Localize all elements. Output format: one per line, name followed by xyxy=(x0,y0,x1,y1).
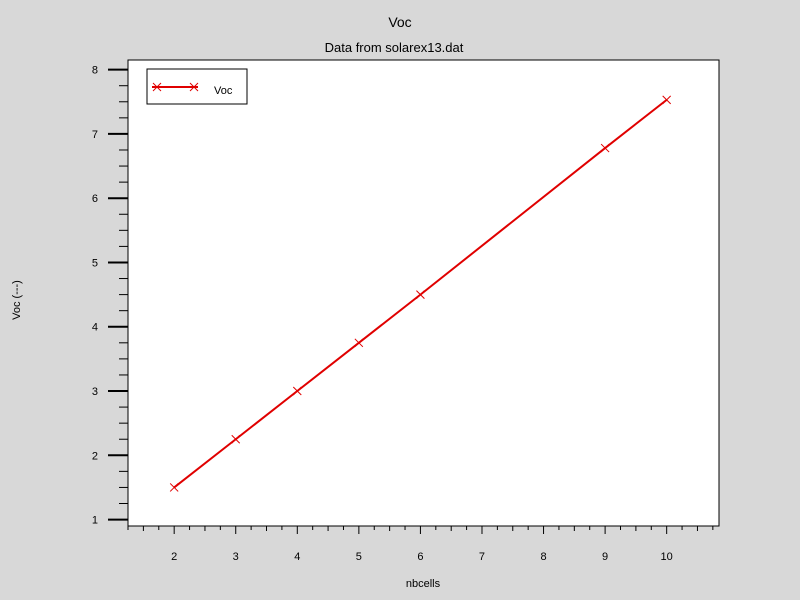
x-axis-label: nbcells xyxy=(406,578,441,590)
series-layer xyxy=(169,95,672,492)
x-tick-label: 3 xyxy=(233,551,239,563)
y-tick-label: 7 xyxy=(92,129,98,141)
chart-subtitle: Data from solarex13.dat xyxy=(325,40,464,55)
y-tick-label: 4 xyxy=(92,322,98,334)
x-tick-label: 6 xyxy=(417,551,423,563)
x-tick-label: 4 xyxy=(294,551,300,563)
x-axis: 2 3 4 5 6 7 8 9 10 xyxy=(127,526,714,563)
x-tick-label: 2 xyxy=(171,551,177,563)
x-tick-label: 8 xyxy=(540,551,546,563)
y-tick-label: 3 xyxy=(92,386,98,398)
y-tick-label: 1 xyxy=(92,515,98,527)
y-tick-label: 8 xyxy=(92,65,98,77)
x-tick-label: 9 xyxy=(602,551,608,563)
data-point xyxy=(416,290,425,299)
data-point xyxy=(292,386,302,396)
y-axis-label: Voc (---) xyxy=(11,280,23,320)
x-tick-label: 7 xyxy=(479,551,485,563)
y-tick-label: 5 xyxy=(92,257,98,269)
legend-marker-right xyxy=(189,82,199,92)
x-tick-label: 10 xyxy=(661,551,673,563)
y-tick-label: 2 xyxy=(92,450,98,462)
legend: Voc xyxy=(146,68,248,105)
data-point xyxy=(354,338,364,348)
y-axis: 1 2 3 4 5 6 7 8 xyxy=(92,65,128,527)
y-tick-label: 6 xyxy=(92,193,98,205)
data-point xyxy=(169,483,179,492)
data-point xyxy=(231,434,241,444)
data-point xyxy=(662,95,672,105)
legend-marker-left xyxy=(152,82,162,92)
data-point xyxy=(600,143,610,153)
chart-title: Voc xyxy=(388,14,411,30)
x-tick-label: 5 xyxy=(356,551,362,563)
legend-label: Voc xyxy=(214,85,233,97)
